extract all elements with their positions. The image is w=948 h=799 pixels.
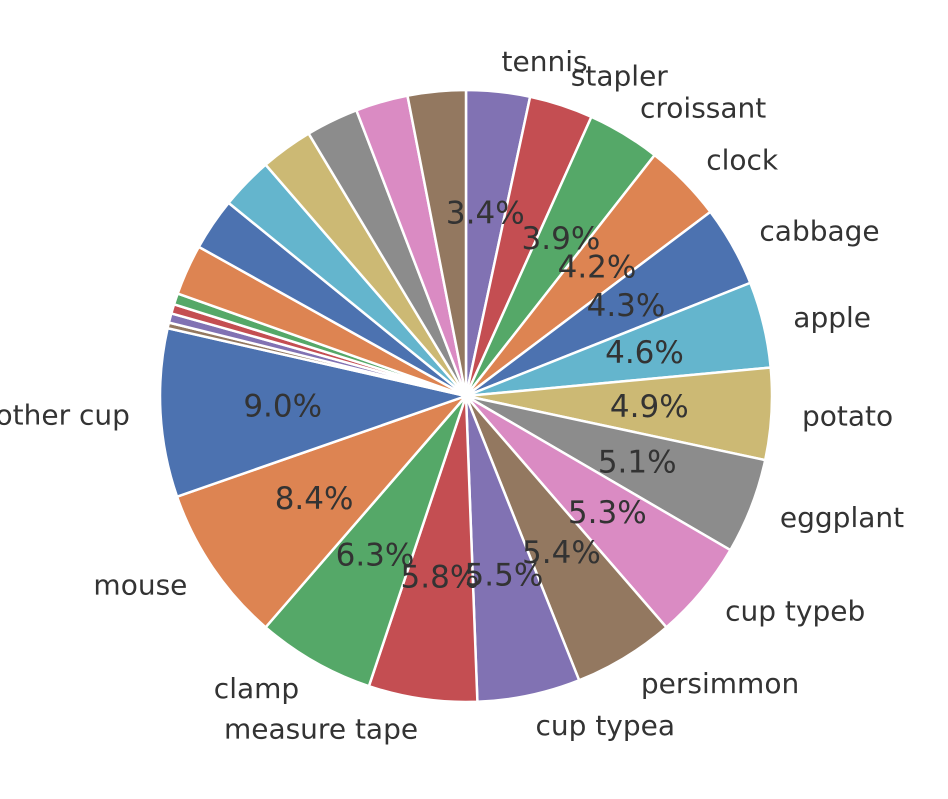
category-label-persimmon: persimmon xyxy=(641,667,799,700)
percent-label-cup-typeb: 5.3% xyxy=(568,495,647,531)
percent-label-persimmon: 5.4% xyxy=(522,535,601,571)
percent-label-measure-tape: 5.8% xyxy=(401,560,480,596)
category-label-cup-typea: cup typea xyxy=(536,709,676,742)
category-label-clamp: clamp xyxy=(214,672,299,705)
pie-slice-other-cup xyxy=(158,326,471,499)
category-label-tennis: tennis xyxy=(502,45,588,78)
percent-label-clamp: 6.3% xyxy=(336,538,415,574)
category-label-clock: clock xyxy=(706,144,779,177)
percent-label-cabbage: 4.3% xyxy=(587,288,666,324)
percent-label-apple: 4.6% xyxy=(605,335,684,371)
category-label-stapler: stapler xyxy=(571,60,669,93)
category-label-eggplant: eggplant xyxy=(780,501,904,534)
percent-label-clock: 4.2% xyxy=(558,249,637,285)
percent-label-eggplant: 5.1% xyxy=(598,444,677,480)
category-label-croissant: croissant xyxy=(640,91,766,124)
category-label-cup-typeb: cup typeb xyxy=(725,594,865,627)
category-label-potato: potato xyxy=(802,399,893,432)
category-label-cabbage: cabbage xyxy=(759,215,879,248)
percent-label-potato: 4.9% xyxy=(610,389,689,425)
pie-slice-unlabeled-25 xyxy=(406,88,468,397)
percent-label-mouse: 8.4% xyxy=(275,481,354,517)
category-label-mouse: mouse xyxy=(93,569,187,602)
pie-slices xyxy=(158,88,774,704)
category-label-measure-tape: measure tape xyxy=(224,713,418,746)
percent-label-tennis: 3.4% xyxy=(446,195,525,231)
percent-label-croissant: 3.9% xyxy=(522,221,601,257)
pie-percent-labels: 3.4%3.9%4.2%4.3% 4.6% 4.9% 5.1% 5.3% 5.4%5.5%… xyxy=(243,195,688,595)
percent-label-other-cup: 9.0% xyxy=(243,388,322,424)
pie-slice-mouse xyxy=(175,393,471,630)
category-label-apple: apple xyxy=(793,301,871,334)
percent-label-cup-typea: 5.5% xyxy=(465,558,544,594)
category-label-other-cup: other cup xyxy=(0,398,130,431)
pie-slice-clamp xyxy=(263,395,468,688)
